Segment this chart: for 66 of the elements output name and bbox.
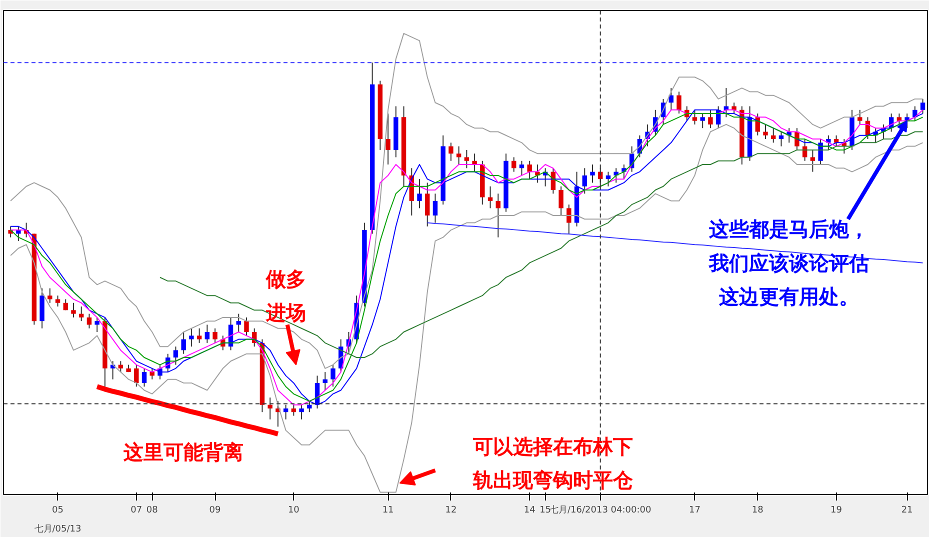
candlestick xyxy=(118,360,124,373)
candlestick xyxy=(732,102,736,114)
candlestick xyxy=(212,328,218,344)
candlestick xyxy=(204,324,210,344)
candlestick xyxy=(512,156,516,172)
candlestick xyxy=(173,346,178,366)
candlestick xyxy=(86,313,92,329)
candlestick xyxy=(78,306,84,322)
candlestick xyxy=(456,146,462,166)
candlestick xyxy=(48,288,52,304)
candlestick xyxy=(189,328,194,348)
candlestick xyxy=(322,372,328,391)
candlestick xyxy=(858,109,862,125)
x-tick-label: 19 xyxy=(830,506,842,516)
candlestick xyxy=(763,124,768,140)
candlestick xyxy=(464,149,470,169)
candlestick xyxy=(590,164,595,184)
candlestick xyxy=(496,193,500,238)
candlestick xyxy=(134,364,139,388)
candlestick xyxy=(55,295,60,308)
candlestick xyxy=(519,160,524,176)
text: 七月/05/13 xyxy=(34,524,82,534)
x-tick-label: 七月/16/2013 04:00:00 xyxy=(550,504,652,516)
x-tick-label: 08 xyxy=(146,506,158,516)
x-tick-label: 11 xyxy=(382,506,394,516)
x-tick-label: 09 xyxy=(209,506,222,516)
candlestick xyxy=(425,182,430,227)
candlestick xyxy=(244,316,249,336)
candlestick xyxy=(181,332,186,354)
text: 可以选择在布林下轨出现弯钩时平仓 xyxy=(472,434,634,492)
x-tick-label: 17 xyxy=(689,506,700,516)
candlestick xyxy=(71,302,76,318)
candlestick xyxy=(386,113,390,166)
candlestick xyxy=(330,364,336,388)
x-tick-label: 21 xyxy=(901,506,913,516)
candlestick xyxy=(700,113,705,129)
candlestick xyxy=(708,109,713,129)
candlestick xyxy=(527,160,532,180)
x-tick-label: 18 xyxy=(752,506,764,516)
candlestick xyxy=(142,368,147,388)
x-tick-label: 05 xyxy=(52,506,64,516)
candlestick xyxy=(778,131,784,147)
candlestick xyxy=(810,149,816,172)
candlestick xyxy=(771,128,776,144)
candlestick xyxy=(692,109,698,125)
text: 这里可能背离 xyxy=(122,440,244,464)
candlestick xyxy=(582,168,587,194)
candlestick xyxy=(488,186,493,209)
candlestick xyxy=(94,316,100,332)
candlestick xyxy=(417,178,422,209)
x-tick-label: 12 xyxy=(445,506,457,516)
x-tick-label: 14 xyxy=(524,506,536,516)
candlestick xyxy=(566,204,572,234)
x-tick-label: 15 xyxy=(540,506,552,516)
x-tick-label: 10 xyxy=(288,506,300,516)
candlestick xyxy=(606,171,611,187)
candlestick xyxy=(558,186,564,216)
candlestick xyxy=(896,113,902,125)
candlestick xyxy=(236,313,241,332)
candlestick xyxy=(196,328,202,344)
candlestick xyxy=(448,142,454,162)
candlestick xyxy=(676,91,682,114)
annotation: 这些都是马后炮，我们应该谈论评估这边更有用处。 xyxy=(708,217,870,308)
candlestick xyxy=(826,134,831,150)
candlestick xyxy=(432,193,438,224)
x-tick-label: 07 xyxy=(130,506,142,516)
